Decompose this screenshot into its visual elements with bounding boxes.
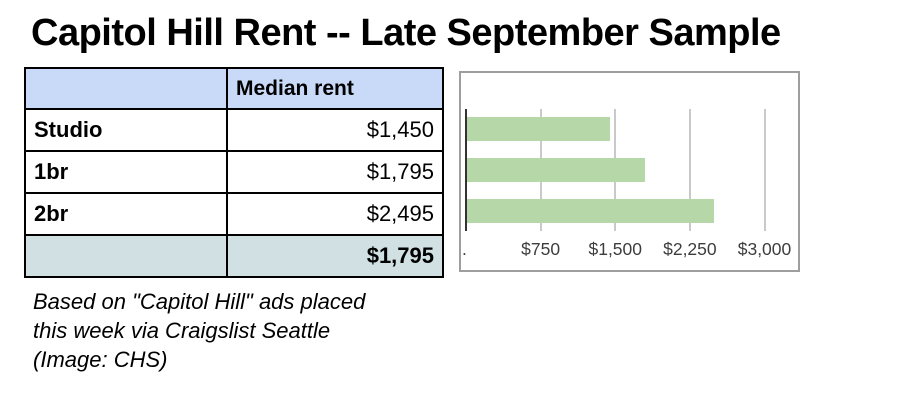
vertical-gridline [763, 109, 766, 231]
x-tick-label: $2,250 [663, 239, 717, 259]
page-title: Capitol Hill Rent -- Late September Samp… [31, 12, 781, 54]
table-header-row: Median rent [24, 67, 444, 110]
chart-bar-2br [467, 198, 715, 223]
row-value-cell: $2,495 [226, 192, 444, 236]
row-value-cell: $1,795 [226, 150, 444, 194]
vertical-gridline [688, 109, 691, 231]
table-row: Studio $1,450 [24, 108, 444, 152]
row-label-cell: Studio [24, 108, 228, 152]
chart-plot-area: $750 $1,500 $2,250 $3,000. [461, 73, 798, 270]
chart-bar-1br [467, 158, 645, 182]
row-label-cell: 2br [24, 192, 228, 236]
table-row: 2br $2,495 [24, 192, 444, 236]
x-tick-label: $3,000 [737, 239, 792, 259]
x-tick-label: $750 [521, 239, 561, 259]
rent-table-body: Studio $1,450 1br $1,795 2br $2,495 $1,795 [24, 108, 444, 278]
row-value-cell: $1,795 [226, 234, 444, 278]
x-tick-label: $1,500 [588, 239, 643, 259]
table-summary-row: $1,795 [24, 234, 444, 278]
source-caption: Based on "Capitol Hill" ads placed this … [33, 289, 366, 372]
rent-table: Median rent Studio $1,450 1br $1,795 2br $2,4… [24, 67, 444, 278]
row-label-cell: 1br [24, 150, 228, 194]
bar-chart: $750 $1,500 $2,250 $3,000. [459, 71, 800, 272]
table-header-median-rent: Median rent [226, 67, 444, 110]
row-label-cell [24, 234, 228, 278]
row-value-cell: $1,450 [226, 108, 444, 152]
table-header-empty-cell [24, 67, 228, 110]
y-axis-line [465, 109, 467, 231]
chart-bar-studio [467, 117, 611, 142]
table-row: 1br $1,795 [24, 150, 444, 194]
x-tick-origin-label: . [462, 239, 467, 259]
